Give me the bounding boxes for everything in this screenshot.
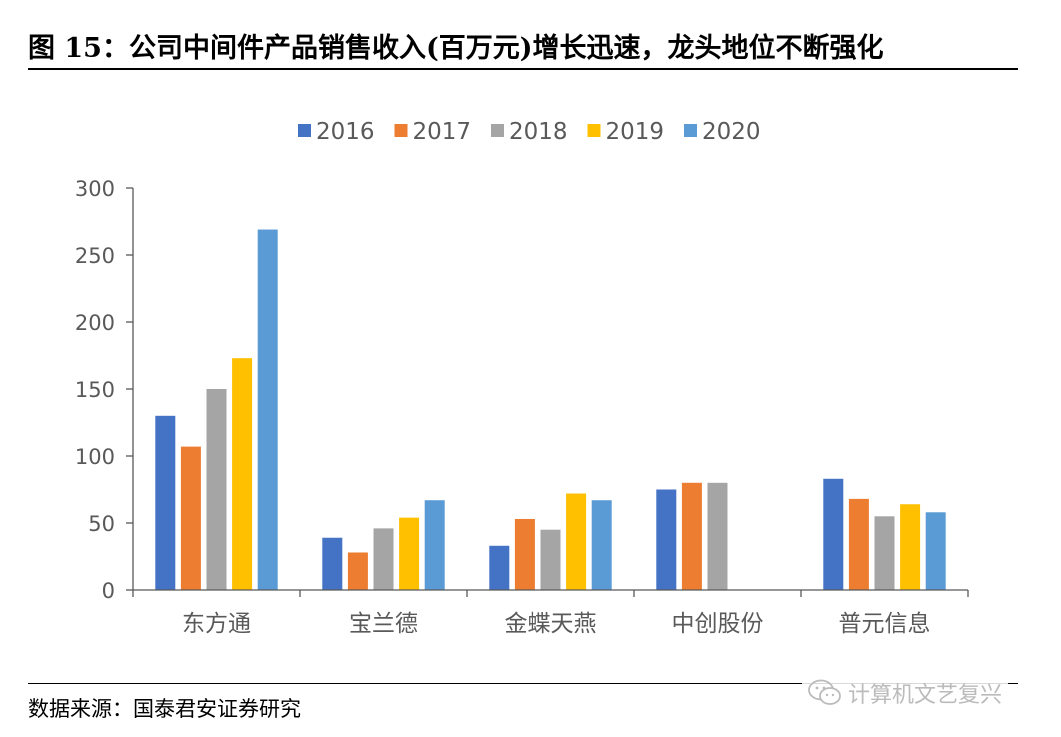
legend-label: 2017 (413, 119, 472, 145)
bar-2017 (514, 518, 535, 590)
x-category-label: 普元信息 (839, 611, 931, 637)
bar-2020 (925, 512, 946, 590)
bar-2020 (591, 500, 612, 590)
data-source: 数据来源：国泰君安证券研究 (28, 697, 301, 721)
bar-2018 (540, 529, 561, 590)
y-tick-label: 250 (75, 244, 115, 268)
x-category-label: 金蝶天燕 (505, 611, 597, 637)
bar-2017 (848, 498, 869, 590)
legend-label: 2019 (606, 119, 665, 145)
bar-2017 (681, 482, 702, 590)
bar-2016 (656, 489, 677, 590)
footer-divider (28, 683, 1018, 684)
bar-2018 (206, 389, 227, 590)
bar-2017 (180, 446, 201, 590)
y-tick-label: 300 (75, 177, 115, 201)
y-tick-label: 100 (75, 445, 115, 469)
watermark-text: 计算机文艺复兴 (848, 683, 1003, 708)
bar-2019 (232, 358, 253, 590)
bar-2016 (823, 478, 844, 590)
legend-swatch (491, 124, 504, 137)
figure-title: 图 15：公司中间件产品销售收入(百万元)增长迅速，龙头地位不断强化 (28, 33, 884, 64)
bar-2018 (373, 528, 394, 590)
legend-swatch (298, 124, 311, 137)
bar-2016 (489, 545, 510, 590)
bar-2019 (399, 517, 420, 590)
bar-2019 (566, 493, 587, 590)
legend-label: 2018 (509, 119, 568, 145)
watermark: 计算机文艺复兴 (802, 675, 1009, 711)
bar-2019 (900, 504, 921, 590)
x-axis: 东方通 宝兰德 金蝶天燕 中创股份 普元信息 (132, 589, 969, 637)
x-category-label: 东方通 (182, 611, 251, 637)
bar-chart: 2016 2017 2018 2019 2020 050100150200250300 … (75, 119, 969, 637)
bar-2018 (874, 516, 895, 590)
bar-2016 (322, 537, 343, 590)
chart-legend: 2016 2017 2018 2019 2020 (298, 119, 761, 145)
legend-swatch (684, 124, 697, 137)
legend-label: 2016 (316, 119, 375, 145)
y-tick-label: 0 (102, 579, 115, 603)
y-tick-label: 50 (88, 512, 115, 536)
bar-2017 (347, 552, 368, 590)
legend-label: 2020 (702, 119, 761, 145)
bar-2020 (257, 229, 278, 591)
bar-2020 (424, 500, 445, 590)
y-tick-label: 150 (75, 378, 115, 402)
y-axis: 0 50 100 150 200 250 300 (75, 177, 134, 603)
bar-2016 (155, 415, 176, 590)
legend-swatch (394, 124, 408, 137)
x-category-label: 宝兰德 (349, 611, 418, 637)
title-divider (28, 68, 1018, 70)
wechat-icon (808, 679, 841, 705)
x-category-label: 中创股份 (672, 611, 764, 637)
chart-bars (155, 229, 946, 591)
legend-swatch (587, 124, 601, 137)
y-tick-label: 200 (75, 311, 115, 335)
bar-2018 (707, 482, 728, 590)
